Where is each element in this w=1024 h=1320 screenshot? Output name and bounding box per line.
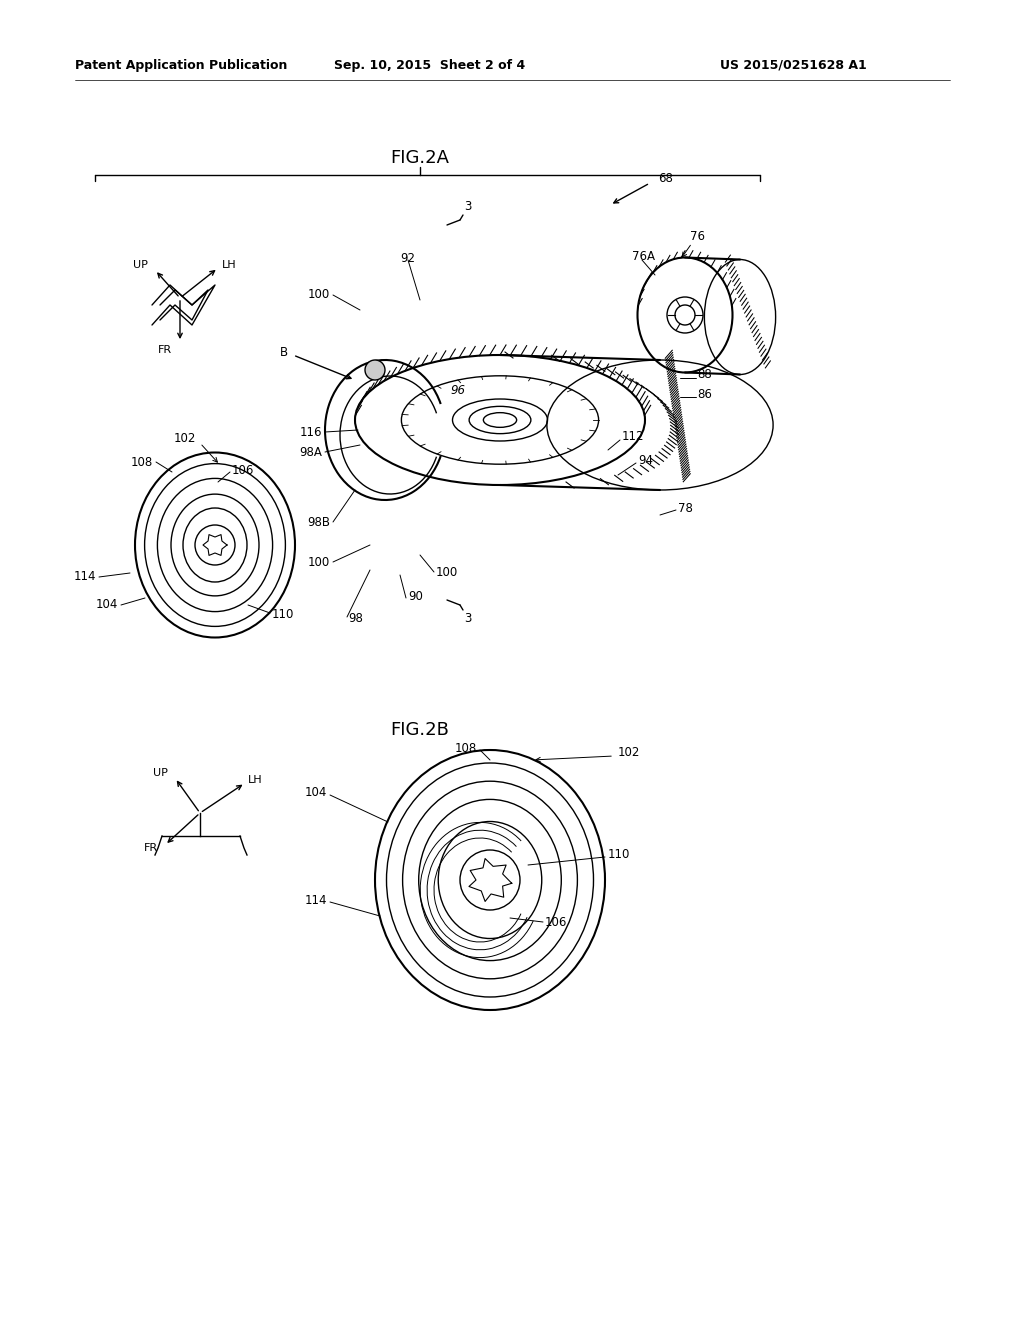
Circle shape bbox=[195, 525, 234, 565]
Text: FIG.2A: FIG.2A bbox=[390, 149, 450, 168]
Text: 108: 108 bbox=[131, 455, 153, 469]
Text: 3: 3 bbox=[464, 612, 471, 624]
Text: 98: 98 bbox=[348, 611, 362, 624]
Text: 106: 106 bbox=[545, 916, 567, 929]
Text: 116: 116 bbox=[299, 425, 322, 438]
Text: 86: 86 bbox=[697, 388, 712, 401]
Text: 78: 78 bbox=[678, 502, 693, 515]
Text: B: B bbox=[280, 346, 288, 359]
Text: 94: 94 bbox=[638, 454, 653, 466]
Text: 100: 100 bbox=[308, 289, 330, 301]
Text: 100: 100 bbox=[308, 556, 330, 569]
Text: Sep. 10, 2015  Sheet 2 of 4: Sep. 10, 2015 Sheet 2 of 4 bbox=[335, 58, 525, 71]
Text: 110: 110 bbox=[608, 849, 631, 862]
Text: 108: 108 bbox=[455, 742, 477, 755]
Text: 112: 112 bbox=[622, 430, 644, 444]
Text: 92: 92 bbox=[400, 252, 415, 264]
Text: 114: 114 bbox=[74, 570, 96, 583]
Text: LH: LH bbox=[248, 775, 262, 785]
Text: US 2015/0251628 A1: US 2015/0251628 A1 bbox=[720, 58, 866, 71]
Text: 96: 96 bbox=[451, 384, 466, 396]
Text: FIG.2B: FIG.2B bbox=[390, 721, 450, 739]
Circle shape bbox=[460, 850, 520, 909]
Text: 104: 104 bbox=[304, 787, 327, 800]
Text: 102: 102 bbox=[618, 747, 640, 759]
Text: 98B: 98B bbox=[307, 516, 330, 528]
Text: UP: UP bbox=[133, 260, 148, 271]
Text: 76A: 76A bbox=[632, 251, 655, 264]
Text: 104: 104 bbox=[95, 598, 118, 611]
Text: 3: 3 bbox=[464, 201, 471, 213]
Text: LH: LH bbox=[222, 260, 237, 271]
Text: Patent Application Publication: Patent Application Publication bbox=[75, 58, 288, 71]
Text: 88: 88 bbox=[697, 368, 712, 381]
Text: 98A: 98A bbox=[299, 446, 322, 458]
Circle shape bbox=[675, 305, 695, 325]
Circle shape bbox=[365, 360, 385, 380]
Text: 100: 100 bbox=[436, 565, 459, 578]
Text: FR: FR bbox=[158, 345, 172, 355]
Text: 110: 110 bbox=[272, 607, 294, 620]
Text: 106: 106 bbox=[232, 463, 254, 477]
Text: 102: 102 bbox=[174, 432, 196, 445]
Text: UP: UP bbox=[154, 768, 168, 777]
Text: FR: FR bbox=[144, 843, 158, 853]
Text: 114: 114 bbox=[304, 894, 327, 907]
Text: 76: 76 bbox=[690, 231, 705, 243]
Text: 90: 90 bbox=[408, 590, 423, 603]
Text: 68: 68 bbox=[658, 172, 673, 185]
